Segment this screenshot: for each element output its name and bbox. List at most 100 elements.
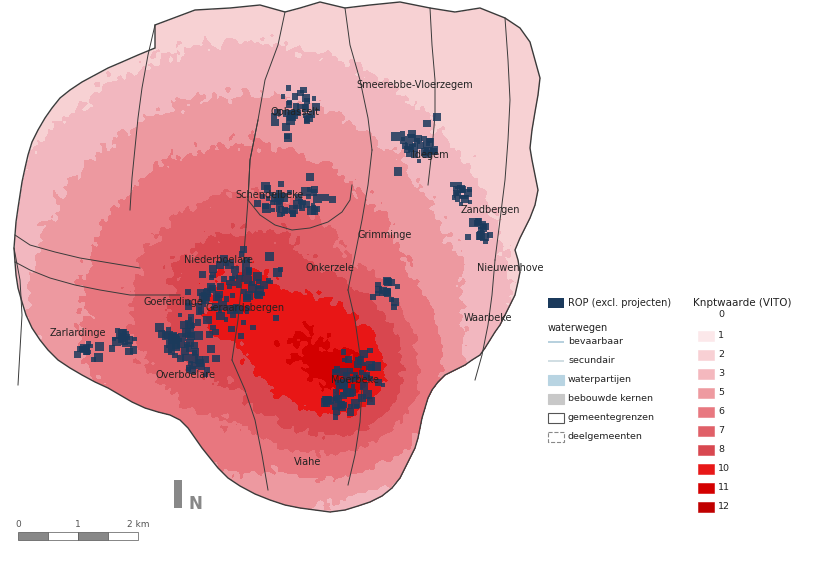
Bar (196, 309, 202, 315)
Text: Schendelbeke: Schendelbeke (236, 190, 304, 200)
Bar (360, 350, 368, 358)
Bar (334, 395, 339, 401)
Bar (204, 294, 210, 301)
Bar (289, 111, 295, 116)
Bar (335, 396, 342, 403)
Text: Ophasselt: Ophasselt (270, 107, 320, 117)
Text: 8: 8 (718, 445, 724, 454)
Bar (119, 334, 126, 342)
Bar (197, 289, 204, 296)
Bar (192, 348, 199, 356)
Bar (271, 194, 278, 202)
Bar (91, 357, 97, 363)
Bar (191, 342, 199, 349)
Bar (351, 384, 355, 389)
Bar (350, 376, 356, 381)
Bar (239, 333, 244, 339)
Text: deelgemeenten: deelgemeenten (568, 432, 643, 441)
Bar (218, 301, 226, 310)
Bar (347, 408, 354, 416)
Bar (125, 347, 133, 355)
Bar (340, 392, 347, 399)
Text: Zandbergen: Zandbergen (460, 205, 520, 215)
Bar (264, 185, 271, 193)
Bar (477, 232, 485, 240)
Bar (230, 312, 235, 318)
Bar (274, 109, 281, 116)
Bar (284, 134, 290, 139)
Bar (423, 120, 431, 128)
Bar (295, 110, 301, 116)
Bar (698, 388, 714, 398)
Bar (331, 402, 339, 410)
Bar (195, 331, 203, 340)
Bar (322, 398, 330, 407)
Bar (155, 323, 164, 332)
Bar (343, 358, 347, 362)
Bar (404, 146, 410, 153)
Bar (467, 187, 472, 192)
Bar (379, 287, 387, 296)
Bar (335, 380, 341, 385)
Bar (344, 372, 350, 379)
Bar (286, 101, 292, 108)
Bar (170, 334, 178, 343)
Bar (260, 194, 265, 198)
Bar (361, 362, 366, 367)
Bar (306, 173, 314, 181)
Bar (312, 205, 316, 210)
Bar (118, 328, 126, 336)
Bar (108, 345, 116, 351)
Text: waterwegen: waterwegen (548, 323, 608, 333)
Bar (195, 319, 201, 325)
Bar (243, 258, 250, 263)
Bar (164, 345, 173, 353)
Bar (409, 144, 418, 152)
Bar (287, 116, 295, 125)
Bar (698, 369, 714, 379)
Bar (548, 375, 564, 385)
Bar (304, 98, 309, 104)
Bar (242, 260, 250, 268)
Bar (83, 345, 87, 350)
Text: Onkerzele: Onkerzele (305, 263, 354, 273)
Bar (184, 344, 188, 348)
Bar (334, 397, 339, 402)
Bar (168, 333, 177, 342)
Bar (226, 280, 231, 285)
Text: bebouwde kernen: bebouwde kernen (568, 394, 653, 403)
Bar (307, 115, 313, 123)
Bar (244, 291, 253, 300)
Bar (212, 354, 220, 362)
Bar (235, 282, 241, 288)
Bar (340, 349, 346, 354)
Bar (182, 328, 190, 337)
Bar (265, 196, 270, 201)
Bar (476, 218, 481, 223)
Bar (204, 367, 210, 373)
Bar (212, 303, 219, 310)
Text: Idegem: Idegem (412, 150, 449, 160)
Bar (309, 111, 315, 118)
Bar (168, 339, 173, 344)
Bar (204, 288, 211, 295)
Bar (115, 328, 120, 333)
Bar (365, 372, 370, 378)
Bar (186, 345, 192, 352)
Text: 0: 0 (718, 310, 724, 319)
Bar (217, 283, 224, 290)
Bar (400, 137, 405, 141)
Bar (453, 185, 458, 191)
Bar (698, 483, 714, 493)
Bar (325, 396, 330, 402)
Bar (236, 275, 243, 282)
Bar (367, 397, 375, 405)
Bar (210, 272, 216, 278)
Bar (284, 133, 292, 142)
Bar (303, 105, 308, 110)
Bar (225, 260, 234, 268)
Bar (243, 294, 252, 302)
Text: 1: 1 (718, 331, 724, 340)
Bar (305, 194, 311, 199)
Bar (295, 110, 300, 114)
